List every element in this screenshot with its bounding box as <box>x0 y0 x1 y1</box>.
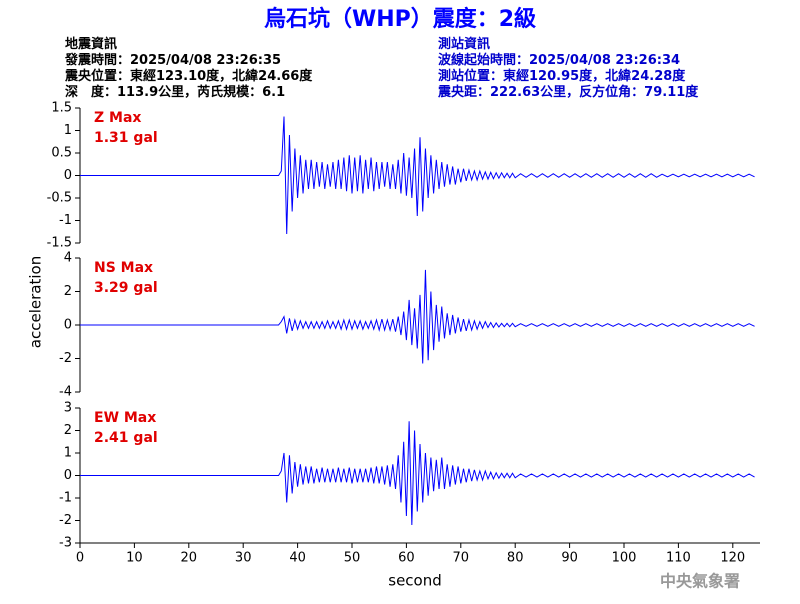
max-label: 2.41 gal <box>94 430 158 446</box>
info-line: 測站資訊 <box>438 36 490 52</box>
info-line: 發震時間：2025/04/08 23:26:35 <box>64 52 281 68</box>
info-line: 波線起始時間：2025/04/08 23:26:34 <box>438 52 680 68</box>
x-tick-label: 60 <box>398 551 415 566</box>
info-line: 地震資訊 <box>65 36 117 52</box>
y-tick-label: 4 <box>64 251 72 266</box>
y-axis-title: acceleration <box>27 256 45 348</box>
y-tick-label: -3 <box>59 536 72 551</box>
x-tick-label: 90 <box>561 551 578 566</box>
info-line: 深 度：113.9公里，芮氏規模：6.1 <box>65 84 285 100</box>
x-tick-label: 110 <box>666 551 691 566</box>
panel-label: Z Max <box>94 110 141 126</box>
y-tick-label: -0.5 <box>47 191 72 206</box>
y-tick-label: 3 <box>64 401 72 416</box>
x-tick-label: 80 <box>507 551 524 566</box>
x-tick-label: 0 <box>76 551 84 566</box>
chart-title: 烏石坑（WHP）震度：2級 <box>264 6 536 32</box>
y-tick-label: 0.5 <box>51 146 72 161</box>
y-tick-label: -1.5 <box>47 236 72 251</box>
x-tick-label: 20 <box>181 551 198 566</box>
x-axis-title: second <box>388 572 442 590</box>
panel-label: EW Max <box>94 410 156 426</box>
waveform <box>80 116 755 235</box>
info-line: 震央距：222.63公里，反方位角：79.11度 <box>437 84 699 100</box>
y-tick-label: 0 <box>64 468 72 483</box>
waveform <box>80 421 755 526</box>
x-tick-label: 30 <box>235 551 252 566</box>
y-tick-label: -1 <box>59 213 72 228</box>
y-tick-label: -4 <box>59 385 72 400</box>
x-tick-label: 120 <box>720 551 745 566</box>
x-tick-label: 100 <box>612 551 637 566</box>
y-tick-label: 1.5 <box>51 101 72 116</box>
y-tick-label: 0 <box>64 318 72 333</box>
y-tick-label: 0 <box>64 168 72 183</box>
x-tick-label: 50 <box>344 551 361 566</box>
max-label: 3.29 gal <box>94 280 158 296</box>
x-tick-label: 40 <box>289 551 306 566</box>
info-line: 震央位置：東經123.10度，北緯24.66度 <box>64 68 313 84</box>
max-label: 1.31 gal <box>94 130 158 146</box>
y-tick-label: 1 <box>64 123 72 138</box>
info-line: 測站位置：東經120.95度，北緯24.28度 <box>438 68 686 84</box>
panel-label: NS Max <box>94 260 153 276</box>
x-tick-label: 70 <box>453 551 470 566</box>
waveform <box>80 269 755 364</box>
y-tick-label: 1 <box>64 446 72 461</box>
x-tick-label: 10 <box>126 551 143 566</box>
footer: 中央氣象署 <box>660 572 740 591</box>
y-tick-label: -1 <box>59 491 72 506</box>
y-tick-label: 2 <box>64 284 72 299</box>
y-tick-label: -2 <box>59 351 72 366</box>
y-tick-label: -2 <box>59 513 72 528</box>
y-tick-label: 2 <box>64 423 72 438</box>
